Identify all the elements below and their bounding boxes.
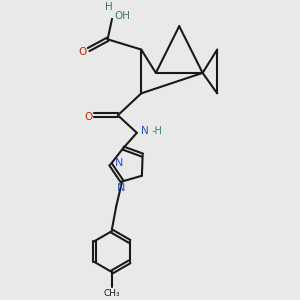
Text: H: H <box>105 2 113 12</box>
Text: N: N <box>115 158 123 168</box>
Text: CH₃: CH₃ <box>103 289 120 298</box>
Text: O: O <box>85 112 93 122</box>
Text: N: N <box>116 183 125 193</box>
Text: N: N <box>141 126 149 136</box>
Text: OH: OH <box>114 11 130 21</box>
Text: O: O <box>78 47 86 58</box>
Text: -H: -H <box>151 126 162 136</box>
